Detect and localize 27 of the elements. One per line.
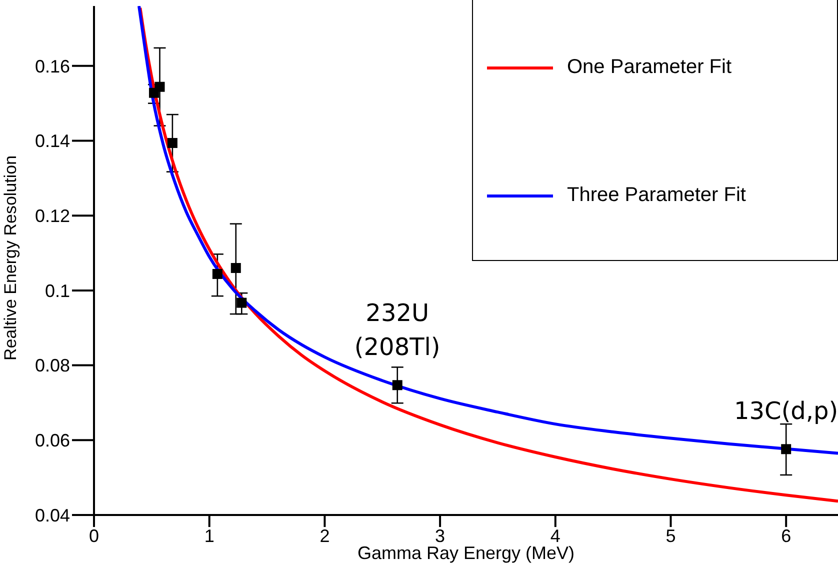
- annotation: 13C(d,p): [734, 397, 838, 426]
- legend-label: Three Parameter Fit: [567, 184, 746, 207]
- x-axis-title: Gamma Ray Energy (MeV): [357, 543, 575, 563]
- y-tick-label: 0.14: [34, 131, 70, 152]
- y-tick-label: 0.1: [44, 280, 70, 301]
- y-tick-label: 0.12: [34, 206, 70, 226]
- point: [392, 380, 402, 390]
- x-tick-label: 6: [781, 526, 792, 546]
- y-tick-label: 0.04: [34, 505, 70, 526]
- point: [230, 262, 241, 273]
- x-tick-label: 2: [320, 526, 330, 546]
- point: [236, 298, 247, 308]
- point: [167, 138, 178, 148]
- annotation: 232U (208Tl): [354, 299, 440, 362]
- x-tick-label: 3: [435, 526, 446, 546]
- x-tick-label: 5: [666, 526, 676, 546]
- y-tick-label: 0.08: [34, 356, 70, 376]
- legend-label: One Parameter Fit: [567, 56, 732, 79]
- point: [212, 268, 222, 279]
- y-tick-label: 0.16: [34, 56, 70, 76]
- point: [154, 82, 165, 92]
- x-tick-label: 4: [550, 526, 560, 546]
- x-tick-label: 1: [204, 526, 214, 546]
- y-tick-label: 0.06: [34, 430, 70, 451]
- x-tick-label: 0: [88, 526, 100, 546]
- y-axis-title: Realtive Energy Resolution: [1, 155, 20, 360]
- point: [781, 444, 792, 454]
